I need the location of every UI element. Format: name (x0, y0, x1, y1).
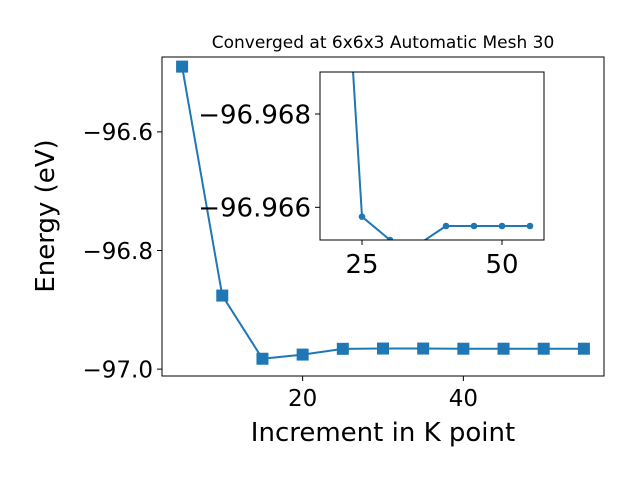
y-axis-label: Energy (eV) (31, 139, 61, 292)
inset-x-tick-label: 50 (485, 250, 518, 280)
main-data-point (577, 342, 590, 355)
inset-data-point (415, 241, 422, 248)
inset-data-point (442, 222, 450, 230)
inset-background (320, 72, 544, 240)
main-data-point (377, 342, 389, 355)
x-axis-label: Increment in K point (251, 418, 515, 448)
main-data-point (336, 342, 349, 355)
inset-y-tick-label: −96.966 (198, 194, 311, 224)
inset-y-tick-label: −96.968 (198, 100, 311, 130)
main-data-point (256, 352, 269, 365)
main-data-point (497, 342, 510, 355)
main-plot-frame (161, 56, 605, 377)
main-data-point (216, 289, 229, 302)
main-y-tick-label: −96.8 (83, 239, 153, 265)
inset-plot: 25 50 −96.968 −96.966 (198, 72, 534, 280)
main-y-tick-label: −97.0 (83, 357, 153, 383)
main-data-point (296, 348, 309, 361)
main-data-point (537, 342, 550, 355)
inset-series-line (352, 72, 530, 240)
main-data-point (176, 60, 189, 73)
chart-title: Converged at 6x6x3 Automatic Mesh 30 (212, 33, 555, 53)
inset-data-point (470, 222, 478, 230)
main-data-point (417, 342, 430, 355)
inset-data-point (358, 213, 366, 220)
main-x-tick-label: 20 (288, 386, 317, 412)
main-plot: 20 40 −97.0 −96.8 −96.6 (83, 60, 590, 412)
main-x-tick-label: 40 (449, 386, 478, 412)
inset-x-tick-label: 25 (345, 250, 378, 280)
inset-data-point (526, 222, 534, 230)
main-data-point (457, 342, 470, 355)
inset-plot-frame (319, 71, 545, 241)
inset-data-point (498, 222, 506, 230)
inset-data-point (386, 236, 394, 240)
main-y-tick-label: −96.6 (83, 120, 153, 146)
